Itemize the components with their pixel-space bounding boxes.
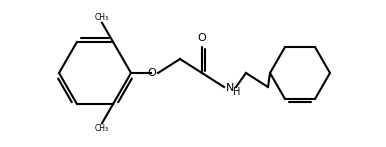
Text: O: O xyxy=(147,68,156,78)
Text: CH₃: CH₃ xyxy=(95,13,109,22)
Text: O: O xyxy=(198,33,207,43)
Text: CH₃: CH₃ xyxy=(95,124,109,133)
Text: H: H xyxy=(233,87,240,97)
Text: N: N xyxy=(226,83,234,93)
